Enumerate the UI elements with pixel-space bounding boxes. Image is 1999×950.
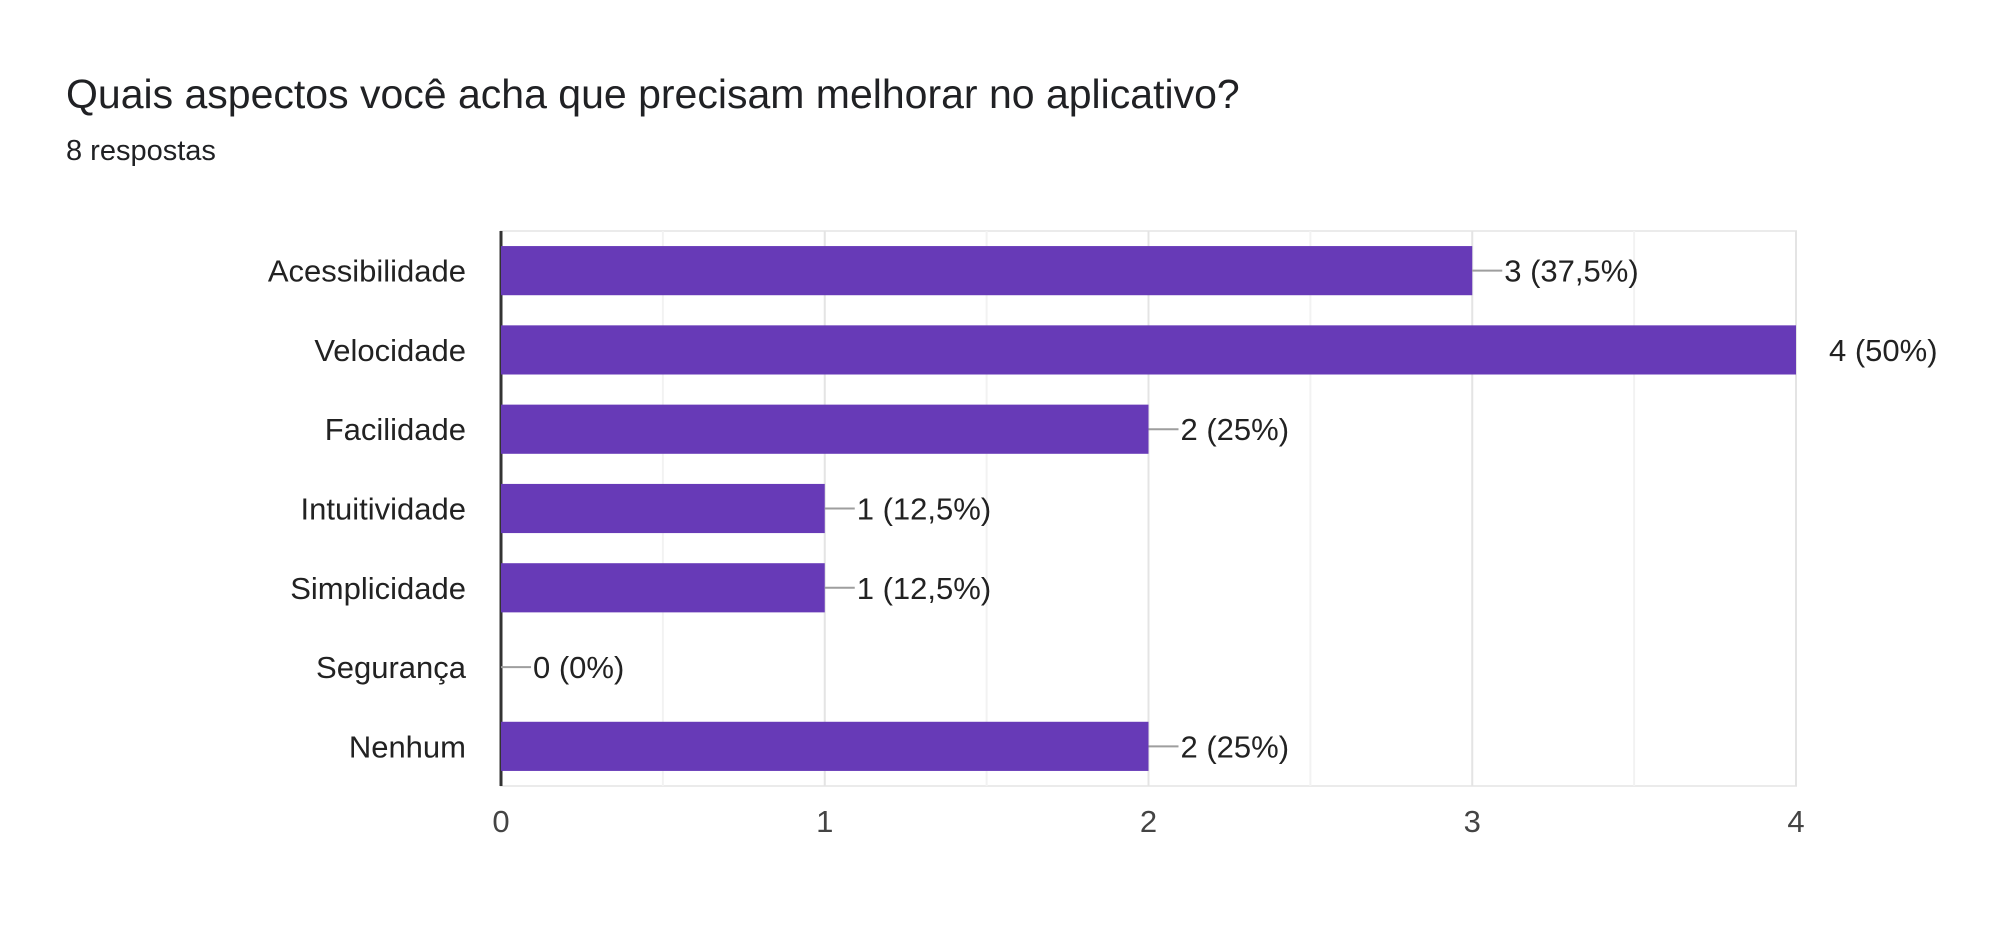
x-tick-label: 1 — [816, 804, 833, 839]
x-tick-label: 2 — [1140, 804, 1157, 839]
x-tick-label: 3 — [1464, 804, 1481, 839]
bar-nenhum — [501, 721, 1149, 771]
question-title: Quais aspectos você acha que precisam me… — [66, 71, 1240, 117]
x-tick-label: 4 — [1787, 804, 1804, 839]
chart-bars — [501, 246, 1796, 771]
bar-acessibilidade — [501, 246, 1473, 296]
data-label: 4 (50%) — [1829, 333, 1938, 368]
category-label: Facilidade — [325, 412, 466, 447]
category-label: Simplicidade — [290, 571, 466, 606]
bar-intuitividade — [501, 483, 825, 534]
category-label: Intuitividade — [301, 492, 466, 527]
data-label: 1 (12,5%) — [857, 571, 991, 606]
bar-simplicidade — [501, 563, 825, 613]
x-tick-label: 0 — [492, 804, 509, 839]
data-label: 1 (12,5%) — [857, 492, 991, 527]
data-label: 0 (0%) — [533, 650, 624, 685]
category-label: Nenhum — [349, 729, 466, 764]
data-label: 2 (25%) — [1181, 412, 1290, 447]
bar-facilidade — [501, 404, 1149, 454]
response-count: 8 respostas — [66, 135, 216, 167]
category-label: Velocidade — [314, 333, 466, 368]
data-label: 3 (37,5%) — [1504, 254, 1638, 289]
category-label: Segurança — [316, 650, 467, 685]
data-label: 2 (25%) — [1181, 729, 1290, 764]
category-label: Acessibilidade — [268, 254, 466, 289]
chart-labels: 0 1 2 3 4 Acessibilidade 3 (37,5%) Velocidade 4 … — [268, 254, 1938, 839]
bar-velocidade — [501, 325, 1796, 375]
